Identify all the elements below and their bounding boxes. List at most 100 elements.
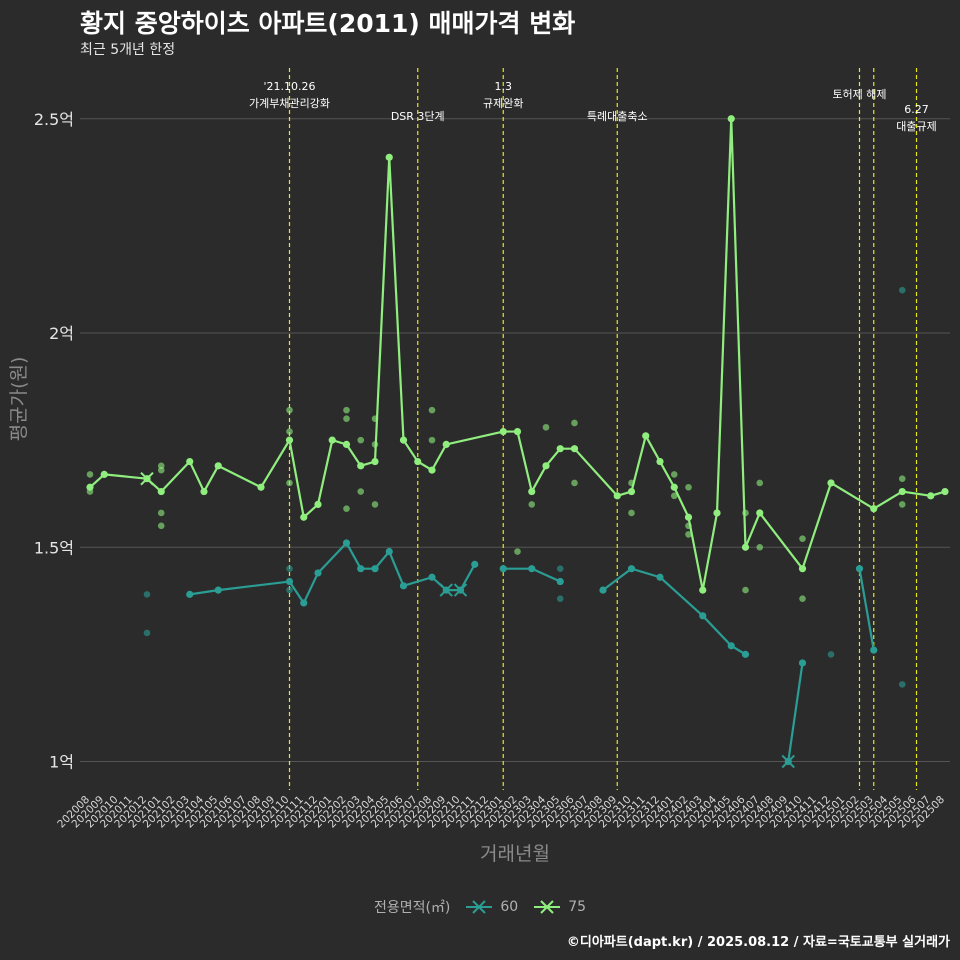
data-point bbox=[143, 591, 151, 598]
series-layer bbox=[86, 115, 949, 769]
y-tick-label: 2억 bbox=[49, 324, 74, 343]
series-line bbox=[89, 117, 946, 592]
data-point bbox=[371, 501, 379, 508]
line-point bbox=[342, 539, 351, 547]
line-point bbox=[699, 612, 707, 620]
line-point bbox=[870, 505, 878, 513]
event-label: '21.10.26 bbox=[263, 80, 315, 93]
line-point bbox=[798, 565, 807, 573]
line-point bbox=[300, 599, 308, 607]
series-line bbox=[189, 541, 476, 605]
line-point bbox=[186, 457, 194, 466]
line-point bbox=[656, 573, 664, 581]
data-point bbox=[514, 548, 521, 555]
data-point bbox=[343, 415, 350, 423]
line-point bbox=[328, 436, 336, 444]
line-point bbox=[200, 487, 208, 496]
data-point bbox=[343, 406, 350, 414]
line-point bbox=[214, 462, 222, 470]
data-point bbox=[742, 586, 749, 594]
legend-item-60: 60 bbox=[464, 899, 518, 915]
data-point bbox=[357, 436, 365, 444]
line-point bbox=[300, 513, 308, 521]
line-point bbox=[513, 427, 522, 436]
chart-title: 황지 중앙하이츠 아파트(2011) 매매가격 변화 bbox=[80, 9, 576, 38]
data-point bbox=[542, 423, 550, 431]
cross-marker bbox=[140, 471, 154, 486]
data-point bbox=[286, 586, 293, 594]
event-label: 1.3 bbox=[495, 80, 513, 93]
line-point bbox=[499, 427, 507, 436]
line-point bbox=[385, 547, 393, 556]
data-point bbox=[571, 419, 578, 427]
data-point bbox=[157, 522, 165, 530]
data-point bbox=[286, 479, 293, 487]
line-point bbox=[898, 487, 906, 496]
source-caption: ©디아파트(dapt.kr) / 2025.08.12 / 자료=국토교통부 실… bbox=[566, 935, 950, 950]
data-point bbox=[556, 565, 564, 572]
cross-marker bbox=[781, 754, 795, 769]
line-point bbox=[314, 569, 322, 577]
data-point bbox=[898, 681, 906, 688]
line-point bbox=[499, 565, 507, 573]
data-point bbox=[157, 509, 165, 517]
line-point bbox=[642, 432, 650, 440]
cross-marker bbox=[453, 583, 468, 597]
data-point bbox=[428, 406, 436, 414]
line-point bbox=[941, 487, 949, 496]
event-label: 특례대출축소 bbox=[587, 110, 648, 123]
event-label: 규제완화 bbox=[483, 97, 523, 110]
cross-marker bbox=[439, 583, 453, 597]
series-line bbox=[787, 662, 804, 762]
line-point bbox=[627, 487, 636, 496]
data-point bbox=[143, 629, 151, 637]
line-point bbox=[827, 479, 835, 487]
line-point bbox=[371, 457, 379, 466]
series-75 bbox=[86, 115, 949, 602]
data-point bbox=[86, 471, 94, 478]
data-point bbox=[898, 475, 906, 482]
event-label: 토허제 해제 bbox=[832, 87, 886, 101]
line-point bbox=[214, 586, 222, 594]
data-point bbox=[428, 436, 436, 444]
event-label: DSR 3단계 bbox=[391, 110, 445, 123]
event-label: 대출규제 bbox=[896, 120, 936, 133]
line-point bbox=[285, 577, 294, 586]
line-point bbox=[428, 466, 436, 474]
data-point bbox=[157, 466, 165, 474]
event-label: 6.27 bbox=[904, 103, 929, 116]
line-point bbox=[599, 586, 607, 594]
data-point bbox=[827, 651, 835, 658]
line-point bbox=[257, 483, 265, 491]
data-point bbox=[357, 488, 365, 495]
series-60 bbox=[140, 286, 906, 769]
data-point bbox=[556, 595, 564, 602]
y-tick-label: 1.5억 bbox=[34, 538, 74, 557]
line-point bbox=[684, 513, 693, 521]
axes: 1억1.5억2억2.5억2020082020092020102020112020… bbox=[8, 110, 947, 865]
line-point bbox=[100, 470, 108, 479]
line-point bbox=[727, 115, 735, 123]
data-point bbox=[685, 483, 692, 491]
line-point bbox=[570, 445, 579, 453]
chart-subtitle: 최근 5개년 한정 bbox=[80, 42, 176, 58]
line-point bbox=[385, 153, 393, 161]
legend: 전용면적(㎡) 60 75 bbox=[0, 897, 960, 917]
data-point bbox=[670, 471, 678, 478]
line-point bbox=[86, 483, 94, 491]
line-point bbox=[927, 492, 935, 500]
line-point bbox=[613, 492, 621, 500]
line-point bbox=[741, 650, 750, 658]
line-point bbox=[399, 582, 408, 590]
line-point bbox=[471, 560, 479, 568]
data-point bbox=[628, 509, 635, 517]
legend-swatch-75-icon bbox=[534, 900, 561, 914]
line-point bbox=[855, 565, 864, 573]
data-point bbox=[685, 531, 692, 538]
legend-swatch-60-icon bbox=[466, 900, 493, 914]
line-point bbox=[627, 565, 636, 573]
data-point bbox=[898, 501, 906, 508]
line-point bbox=[542, 462, 550, 470]
line-point bbox=[870, 646, 878, 654]
